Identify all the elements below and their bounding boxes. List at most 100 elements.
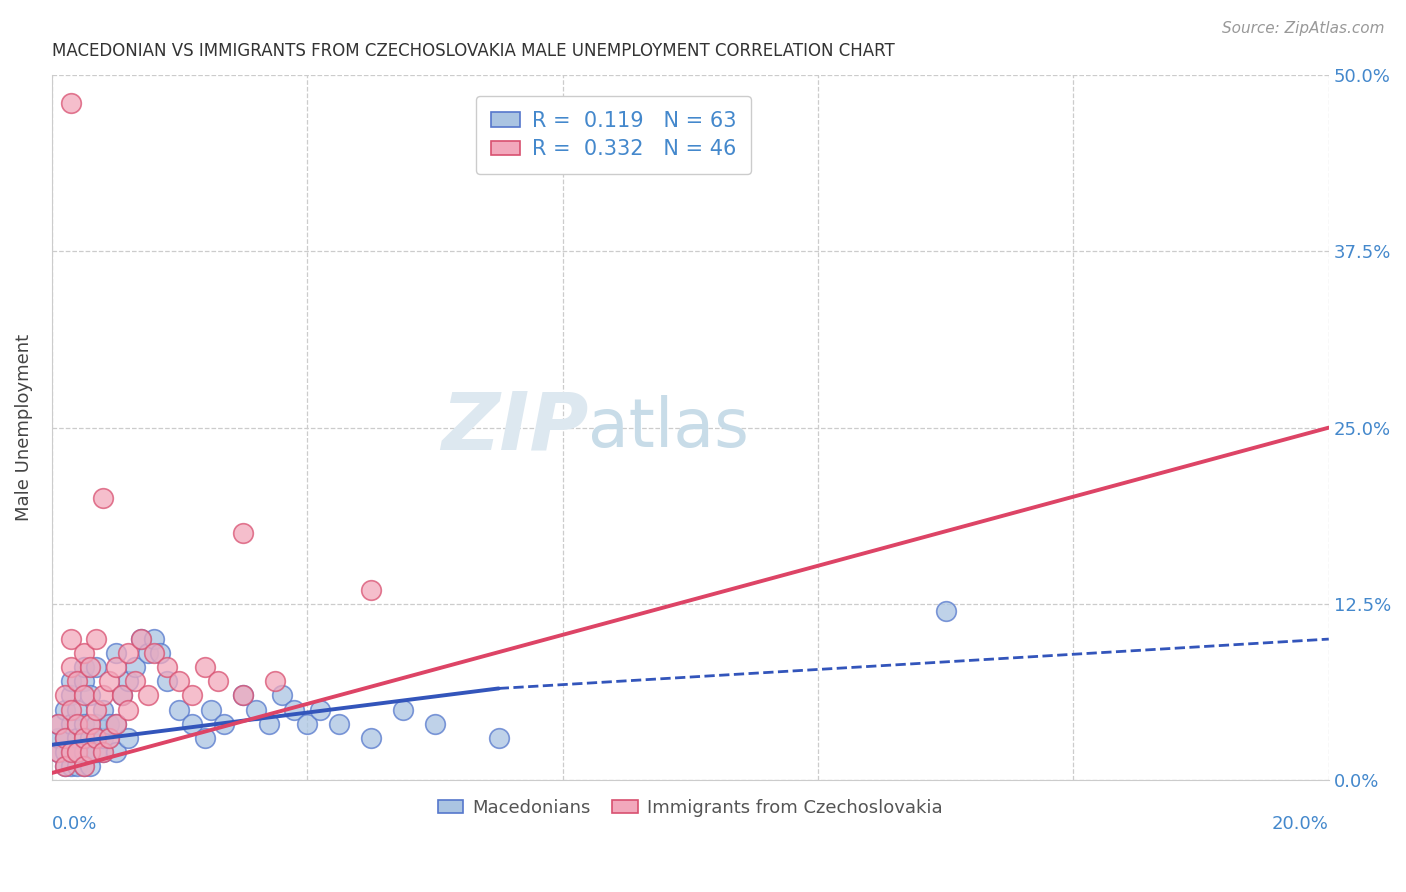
Point <box>270 689 292 703</box>
Point <box>66 702 89 716</box>
Point <box>117 731 139 745</box>
Point <box>309 702 332 716</box>
Point <box>46 716 69 731</box>
Point <box>169 702 191 716</box>
Point <box>79 660 101 674</box>
Point <box>73 660 96 674</box>
Point <box>142 632 165 646</box>
Point <box>86 660 108 674</box>
Point <box>79 759 101 773</box>
Point <box>59 716 82 731</box>
Point <box>46 745 69 759</box>
Point <box>98 731 121 745</box>
Point <box>53 745 76 759</box>
Point <box>86 745 108 759</box>
Point <box>59 660 82 674</box>
Point <box>935 604 957 618</box>
Point <box>66 731 89 745</box>
Point <box>212 716 235 731</box>
Point <box>104 646 127 660</box>
Point <box>53 702 76 716</box>
Point <box>124 660 146 674</box>
Point <box>104 716 127 731</box>
Point <box>423 716 446 731</box>
Point <box>257 716 280 731</box>
Text: 20.0%: 20.0% <box>1272 815 1329 833</box>
Point <box>91 702 114 716</box>
Point <box>232 689 254 703</box>
Point <box>245 702 267 716</box>
Point <box>104 660 127 674</box>
Point <box>124 674 146 689</box>
Point <box>360 582 382 597</box>
Point <box>488 731 510 745</box>
Point <box>66 745 89 759</box>
Point <box>91 731 114 745</box>
Point <box>86 632 108 646</box>
Text: atlas: atlas <box>588 394 749 460</box>
Point <box>73 759 96 773</box>
Point <box>169 674 191 689</box>
Point <box>73 646 96 660</box>
Point <box>53 759 76 773</box>
Point <box>59 702 82 716</box>
Text: ZIP: ZIP <box>440 389 588 467</box>
Point <box>66 716 89 731</box>
Point <box>117 702 139 716</box>
Point <box>111 689 134 703</box>
Point <box>117 674 139 689</box>
Point <box>156 660 179 674</box>
Point <box>73 716 96 731</box>
Point <box>59 632 82 646</box>
Text: Source: ZipAtlas.com: Source: ZipAtlas.com <box>1222 21 1385 36</box>
Point <box>181 689 204 703</box>
Point <box>79 716 101 731</box>
Point <box>73 745 96 759</box>
Point <box>73 731 96 745</box>
Point <box>79 689 101 703</box>
Point <box>53 731 76 745</box>
Point <box>283 702 305 716</box>
Point <box>86 731 108 745</box>
Point <box>129 632 152 646</box>
Point <box>104 745 127 759</box>
Point <box>117 646 139 660</box>
Text: MACEDONIAN VS IMMIGRANTS FROM CZECHOSLOVAKIA MALE UNEMPLOYMENT CORRELATION CHART: MACEDONIAN VS IMMIGRANTS FROM CZECHOSLOV… <box>52 42 894 60</box>
Point <box>360 731 382 745</box>
Point <box>136 689 159 703</box>
Point <box>46 716 69 731</box>
Legend: Macedonians, Immigrants from Czechoslovakia: Macedonians, Immigrants from Czechoslova… <box>430 791 949 824</box>
Point <box>328 716 350 731</box>
Point <box>111 689 134 703</box>
Point <box>91 689 114 703</box>
Point <box>200 702 222 716</box>
Point <box>98 731 121 745</box>
Point <box>86 716 108 731</box>
Point <box>66 745 89 759</box>
Point <box>98 674 121 689</box>
Point <box>136 646 159 660</box>
Point <box>59 674 82 689</box>
Text: 0.0%: 0.0% <box>52 815 97 833</box>
Point <box>91 491 114 505</box>
Point <box>194 731 217 745</box>
Point <box>91 745 114 759</box>
Point <box>149 646 172 660</box>
Point <box>66 759 89 773</box>
Point <box>53 759 76 773</box>
Point <box>232 689 254 703</box>
Point <box>86 702 108 716</box>
Point <box>156 674 179 689</box>
Y-axis label: Male Unemployment: Male Unemployment <box>15 334 32 521</box>
Point <box>142 646 165 660</box>
Point <box>104 716 127 731</box>
Point <box>66 674 89 689</box>
Point <box>46 745 69 759</box>
Point <box>59 745 82 759</box>
Point <box>181 716 204 731</box>
Point <box>59 689 82 703</box>
Point <box>79 745 101 759</box>
Point <box>98 716 121 731</box>
Point <box>53 731 76 745</box>
Point <box>53 689 76 703</box>
